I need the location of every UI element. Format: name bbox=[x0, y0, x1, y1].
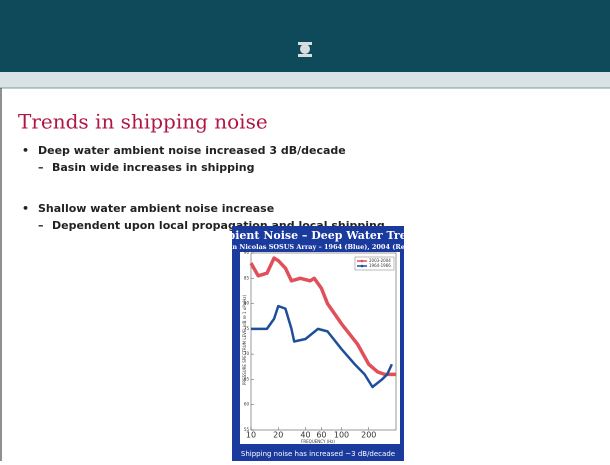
x-axis-label: FREQUENCY (Hz) bbox=[301, 439, 335, 444]
y-tick-label: 60 bbox=[244, 402, 250, 407]
sub-dash: – bbox=[38, 219, 44, 232]
chart-caption: Shipping noise has increased ~3 dB/decad… bbox=[241, 450, 395, 458]
y-tick-label: 65 bbox=[244, 376, 250, 381]
bullet: • bbox=[22, 144, 29, 157]
logo bbox=[298, 42, 312, 57]
y-tick-label: 75 bbox=[244, 326, 250, 331]
header-band bbox=[0, 0, 610, 72]
bullet-text: Shallow water ambient noise increase bbox=[38, 202, 274, 215]
y-tick-label: 90 bbox=[244, 250, 250, 255]
header-strip bbox=[0, 72, 610, 88]
y-tick-label: 55 bbox=[244, 427, 250, 432]
y-tick-label: 80 bbox=[244, 301, 250, 306]
y-axis-label: PRESSURE SPECTRUM LEVEL(dB re 1 uPa/Hz) bbox=[242, 294, 247, 385]
x-tick-label: 60 bbox=[316, 431, 326, 440]
plot-background bbox=[240, 252, 400, 444]
chart-subtitle: San Nicolas SOSUS Array – 1964 (Blue), 2… bbox=[224, 243, 413, 251]
y-tick-label: 70 bbox=[244, 351, 250, 356]
sub-text: Basin wide increases in shipping bbox=[52, 161, 255, 174]
slide-title: Trends in shipping noise bbox=[18, 110, 268, 134]
x-tick-label: 20 bbox=[273, 431, 283, 440]
sub-dash: – bbox=[38, 161, 44, 174]
plot-frame bbox=[250, 252, 397, 431]
series-line bbox=[251, 304, 393, 389]
x-tick-label: 200 bbox=[361, 431, 376, 440]
bullet-text: Deep water ambient noise increased 3 dB/… bbox=[38, 144, 346, 157]
x-tick-label: 100 bbox=[334, 431, 349, 440]
chart-title: Ambient Noise – Deep Water Trends bbox=[206, 229, 428, 242]
legend-marker bbox=[360, 259, 364, 263]
legend-label: 1964-1966 bbox=[369, 263, 391, 268]
legend-label: 2003-2004 bbox=[369, 258, 391, 263]
x-tick-label: 40 bbox=[300, 431, 310, 440]
y-tick-label: 85 bbox=[244, 275, 250, 280]
x-tick-label: 10 bbox=[246, 431, 256, 440]
series-line bbox=[249, 256, 396, 377]
bullet: • bbox=[22, 202, 29, 215]
legend-marker bbox=[360, 264, 364, 268]
